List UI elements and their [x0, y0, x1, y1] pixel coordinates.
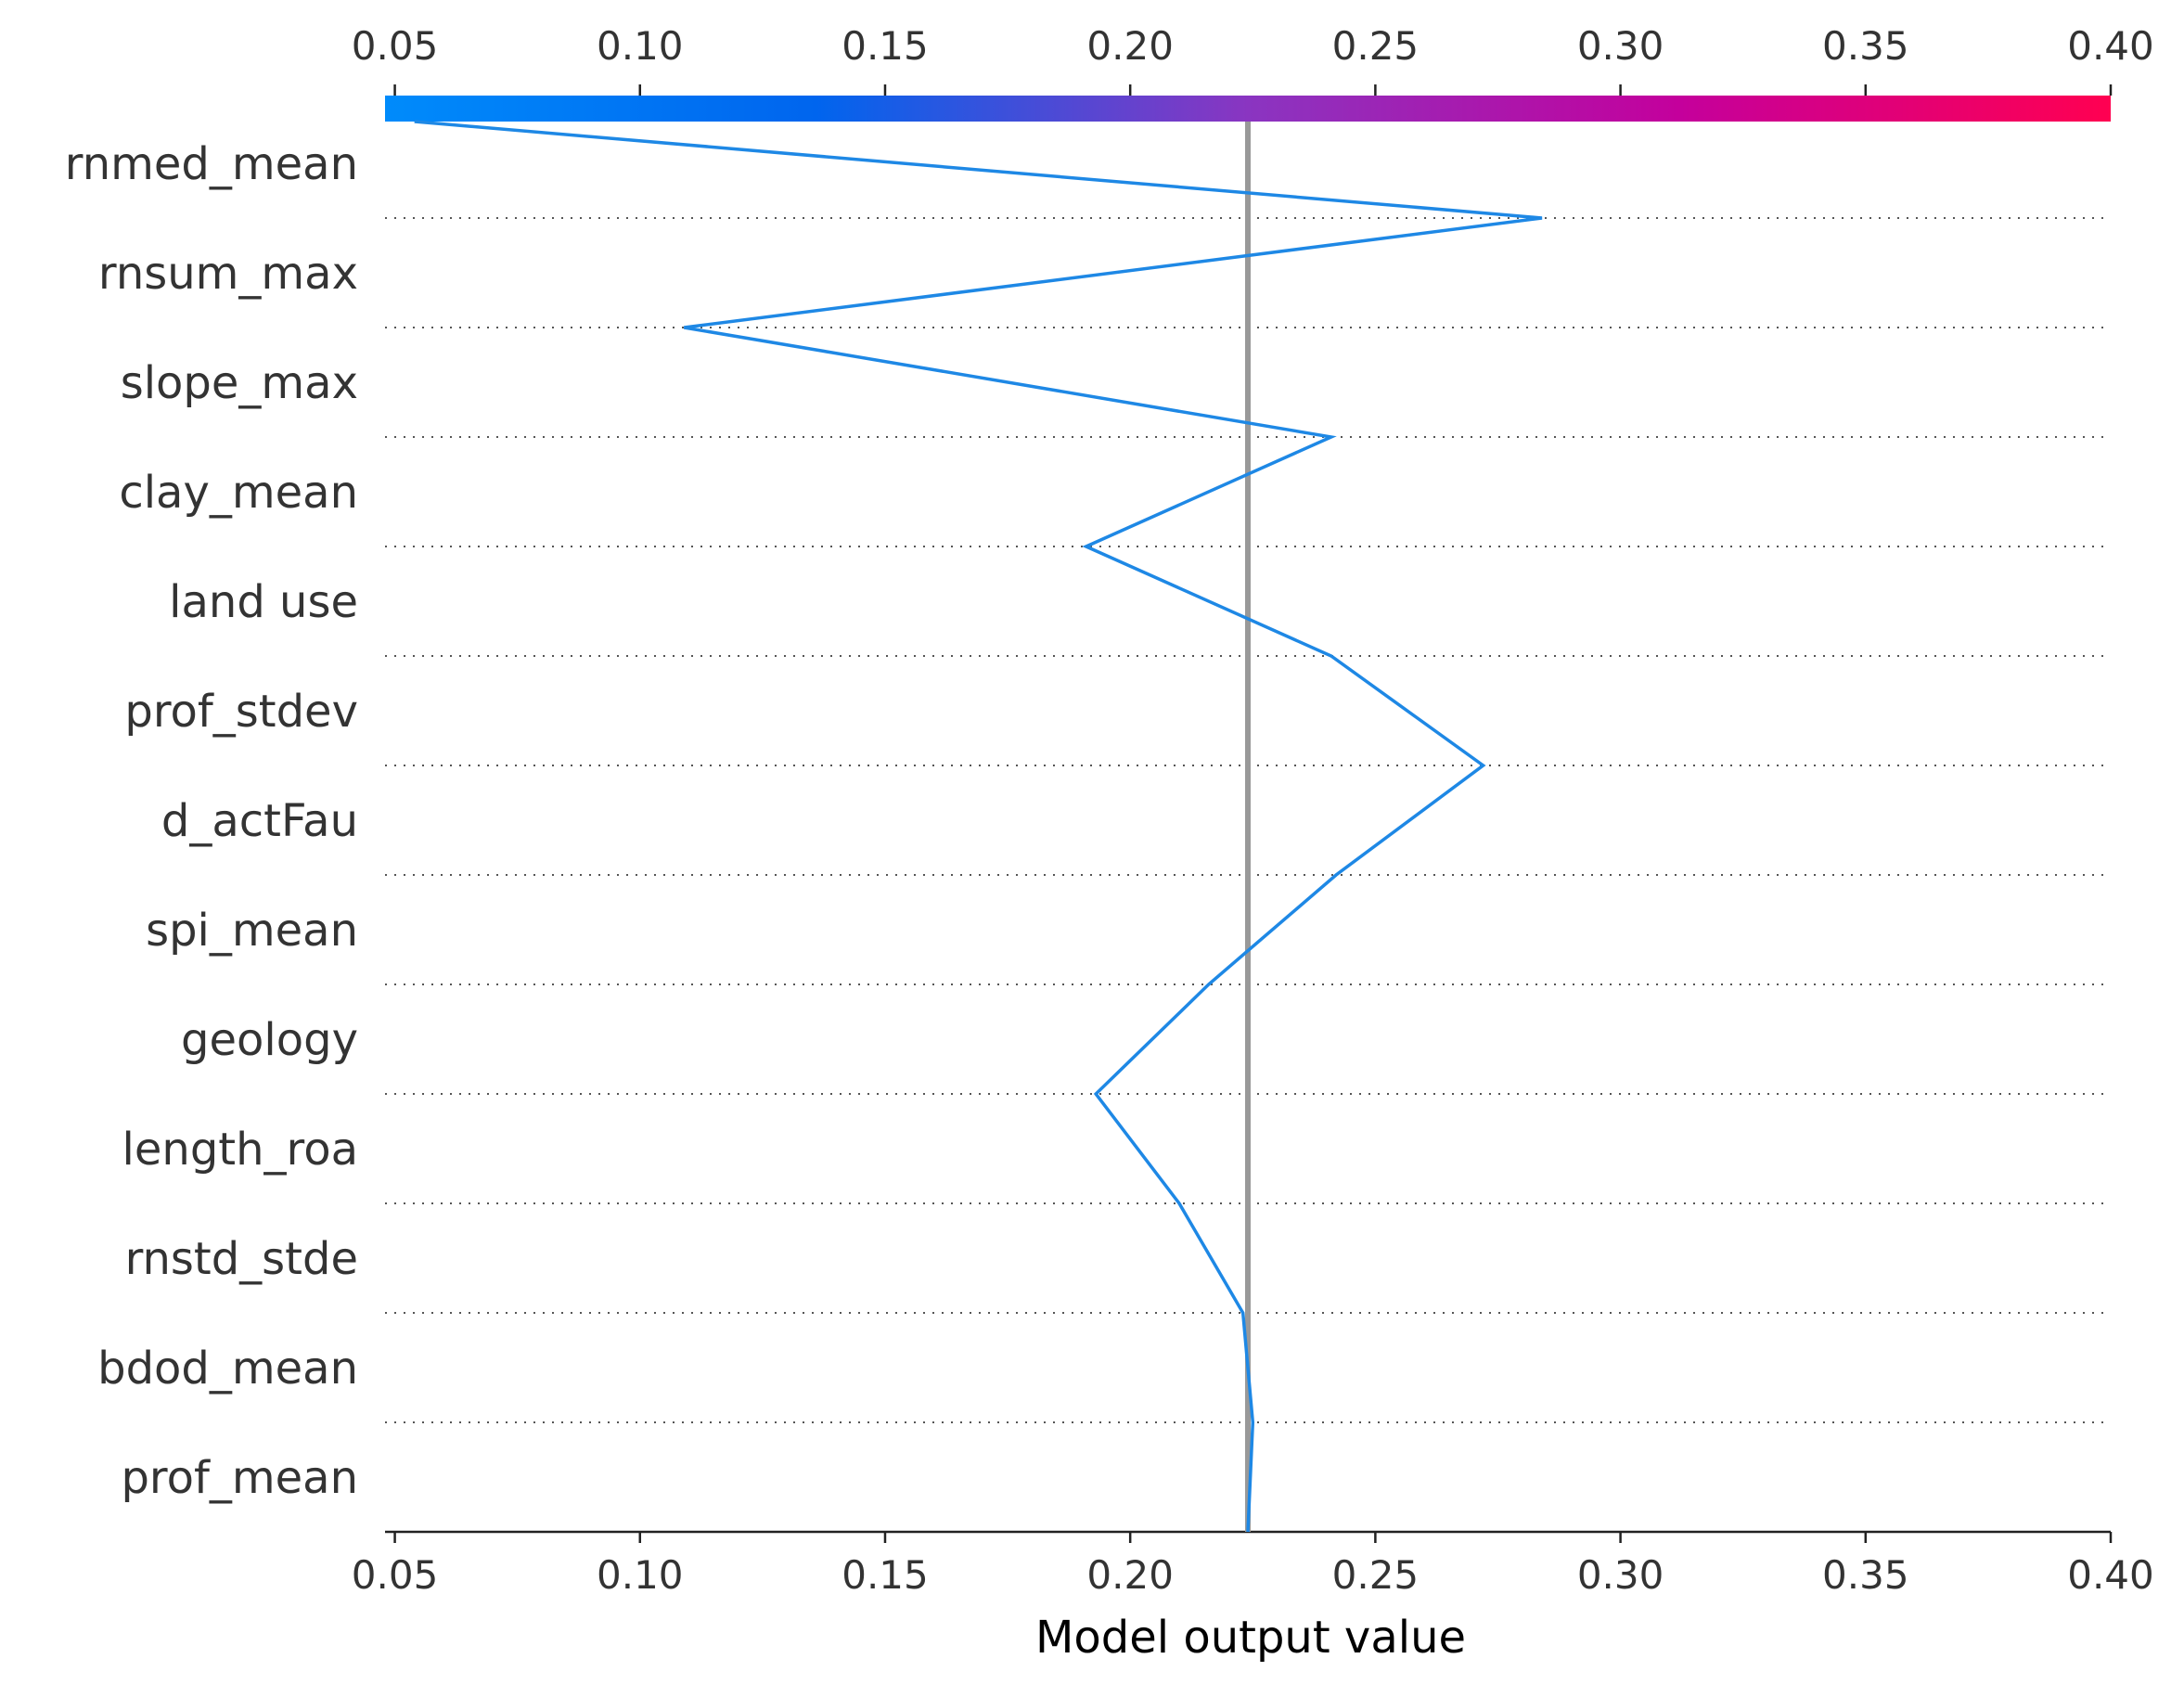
decision-path-line: [415, 122, 1542, 1532]
feature-label: land use: [169, 576, 358, 628]
x-axis-title: Model output value: [1035, 1612, 1466, 1664]
feature-label: bdod_mean: [97, 1343, 358, 1395]
x-tick-label-top: 0.05: [352, 23, 439, 69]
x-tick-label-bottom: 0.05: [352, 1552, 439, 1598]
feature-label: prof_mean: [121, 1452, 358, 1504]
feature-label: clay_mean: [119, 467, 358, 519]
feature-label: prof_stdev: [124, 686, 358, 738]
feature-label: spi_mean: [146, 905, 358, 957]
x-tick-label-bottom: 0.35: [1822, 1552, 1909, 1598]
x-tick-label-bottom: 0.30: [1577, 1552, 1664, 1598]
feature-label: rnmed_mean: [65, 138, 358, 190]
x-tick-label-bottom: 0.10: [597, 1552, 684, 1598]
feature-label: slope_max: [121, 357, 358, 409]
x-tick-label-top: 0.20: [1086, 23, 1174, 69]
feature-label: rnstd_stde: [125, 1233, 358, 1285]
x-tick-label-top: 0.40: [2067, 23, 2154, 69]
x-tick-label-top: 0.15: [841, 23, 929, 69]
feature-label: rnsum_max: [98, 248, 358, 300]
x-tick-label-bottom: 0.40: [2067, 1552, 2154, 1598]
x-tick-label-top: 0.30: [1577, 23, 1664, 69]
feature-label: d_actFau: [161, 795, 358, 847]
feature-label: geology: [181, 1014, 358, 1066]
x-tick-label-top: 0.10: [597, 23, 684, 69]
colorbar: [385, 96, 2111, 122]
x-tick-label-bottom: 0.15: [841, 1552, 929, 1598]
x-tick-label-bottom: 0.20: [1086, 1552, 1174, 1598]
x-tick-label-top: 0.25: [1332, 23, 1420, 69]
x-tick-label-bottom: 0.25: [1332, 1552, 1420, 1598]
x-tick-label-top: 0.35: [1822, 23, 1909, 69]
feature-label: length_roa: [122, 1124, 358, 1176]
